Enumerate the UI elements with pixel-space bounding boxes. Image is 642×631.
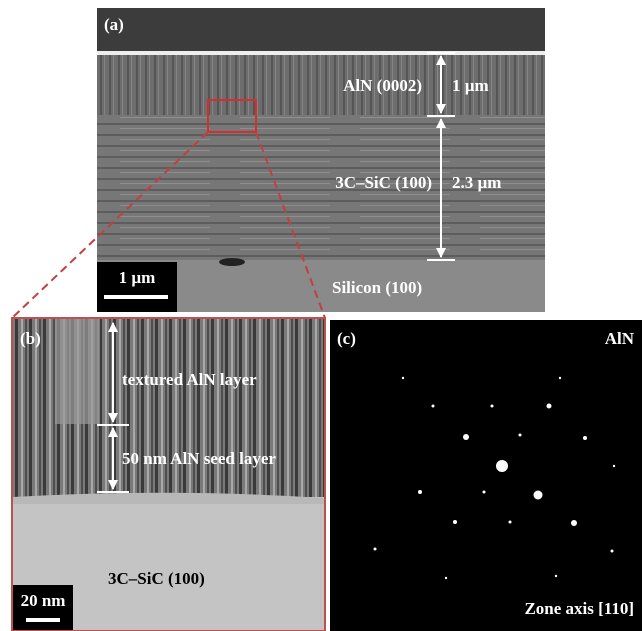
substrate: Silicon (100) xyxy=(332,278,422,297)
substrate: 3C–SiC (100) xyxy=(108,569,205,588)
scale-bar-label: 1 µm xyxy=(119,268,156,287)
layer-name: textured AlN layer xyxy=(122,370,257,389)
surface xyxy=(97,51,545,55)
scale-bar-label: 20 nm xyxy=(21,591,66,610)
vacuum xyxy=(97,8,545,51)
layer-name: 50 nm AlN seed layer xyxy=(122,449,276,468)
layer-thickness: 2.3 µm xyxy=(452,173,501,192)
layer-name: AlN (0002) xyxy=(343,76,422,95)
material: AlN xyxy=(605,329,635,348)
zone-axis: Zone axis [110] xyxy=(524,599,634,618)
diffraction-background xyxy=(330,320,642,631)
scale-bar xyxy=(26,618,60,622)
panel-b: (b) textured AlN layer 50 nm AlN seed la… xyxy=(12,318,325,631)
panel-a: (a) AlN (0002) 1 µm 3C–SiC (100) 2.3 µm … xyxy=(12,8,545,318)
panel-label: (a) xyxy=(104,15,124,34)
layer-name: 3C–SiC (100) xyxy=(335,173,432,192)
void xyxy=(219,258,245,266)
panel-label: (c) xyxy=(337,329,356,348)
figure: (a) AlN (0002) 1 µm 3C–SiC (100) 2.3 µm … xyxy=(0,0,642,631)
scale-bar xyxy=(104,295,168,299)
panel-label: (b) xyxy=(20,329,41,348)
panel-c: (c) AlN Zone axis [110] xyxy=(330,320,642,631)
layer-thickness: 1 µm xyxy=(452,76,489,95)
grain xyxy=(55,319,100,424)
